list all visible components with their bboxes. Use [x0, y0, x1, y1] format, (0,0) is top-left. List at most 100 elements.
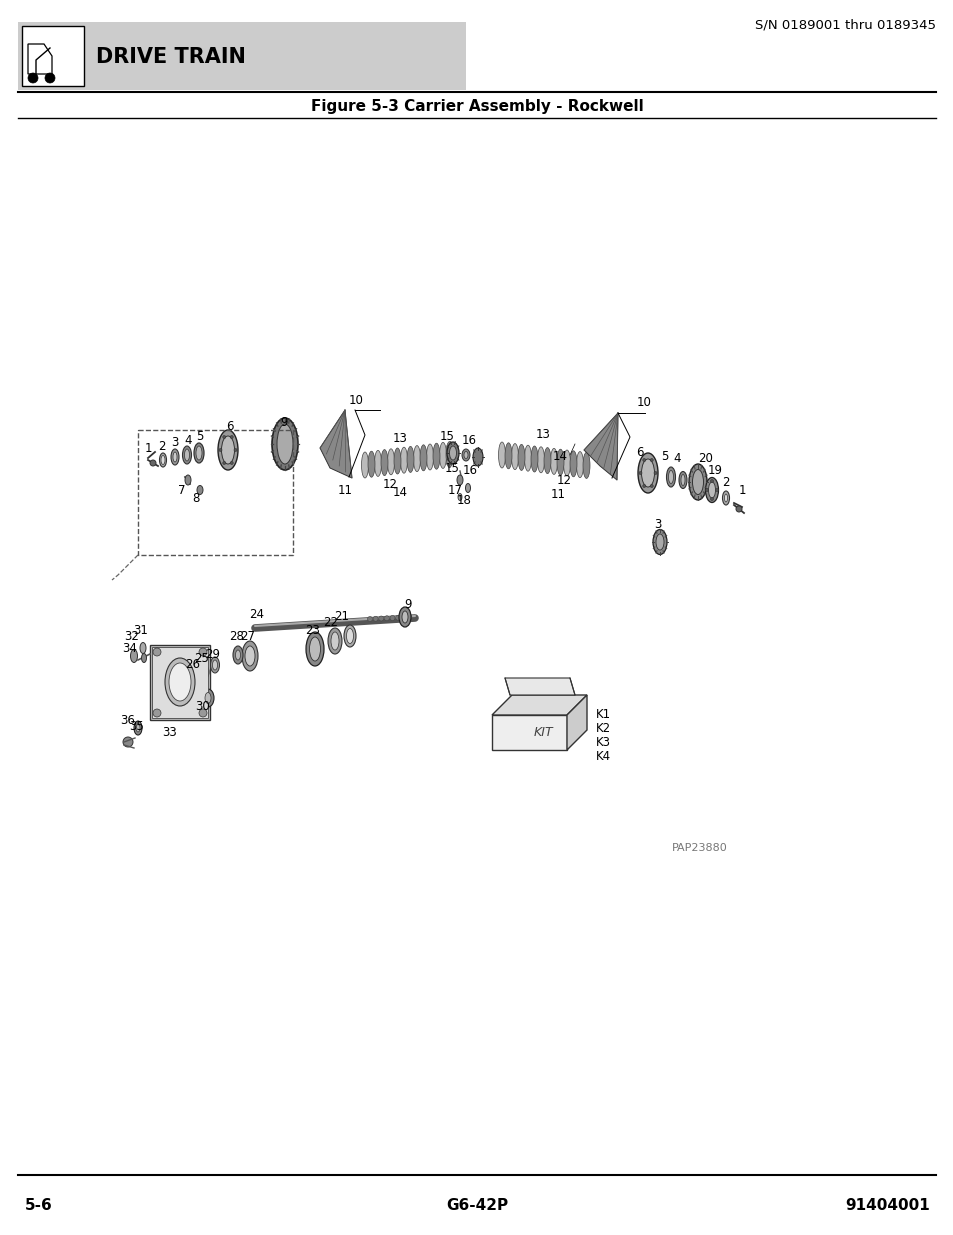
Ellipse shape — [185, 475, 191, 485]
Ellipse shape — [465, 483, 470, 493]
Text: G6-42P: G6-42P — [445, 1198, 508, 1213]
Ellipse shape — [447, 442, 458, 464]
Ellipse shape — [328, 629, 341, 655]
Ellipse shape — [193, 443, 204, 463]
Ellipse shape — [344, 625, 355, 647]
Circle shape — [401, 615, 406, 620]
Text: 91404001: 91404001 — [844, 1198, 929, 1213]
Ellipse shape — [688, 464, 706, 500]
Polygon shape — [492, 715, 566, 750]
Ellipse shape — [398, 606, 411, 627]
Text: 5-6: 5-6 — [25, 1198, 52, 1213]
Circle shape — [45, 73, 55, 83]
Text: 21: 21 — [335, 610, 349, 622]
Ellipse shape — [656, 534, 663, 550]
Text: K2: K2 — [596, 722, 611, 736]
Ellipse shape — [407, 446, 414, 473]
Circle shape — [367, 616, 372, 621]
Circle shape — [152, 709, 161, 718]
Ellipse shape — [213, 659, 217, 671]
Ellipse shape — [245, 646, 254, 666]
Text: 6: 6 — [226, 420, 233, 432]
Ellipse shape — [537, 447, 544, 473]
Ellipse shape — [193, 671, 199, 682]
Circle shape — [222, 462, 226, 464]
Text: 11: 11 — [337, 483, 352, 496]
Polygon shape — [492, 695, 586, 715]
Ellipse shape — [557, 450, 563, 475]
Circle shape — [710, 498, 713, 500]
Circle shape — [705, 489, 708, 492]
Circle shape — [406, 615, 412, 620]
Ellipse shape — [517, 445, 524, 471]
Text: 27: 27 — [240, 631, 255, 643]
Ellipse shape — [205, 693, 211, 704]
Ellipse shape — [140, 642, 146, 653]
Text: 32: 32 — [125, 631, 139, 643]
Ellipse shape — [201, 664, 209, 679]
Text: 25: 25 — [194, 652, 210, 666]
Text: KIT: KIT — [533, 725, 552, 739]
Text: 24: 24 — [250, 608, 264, 620]
Text: 26: 26 — [185, 657, 200, 671]
Ellipse shape — [446, 442, 453, 468]
Circle shape — [735, 506, 741, 513]
Circle shape — [150, 459, 156, 466]
Bar — [138, 430, 293, 555]
Ellipse shape — [550, 448, 557, 474]
Ellipse shape — [569, 451, 577, 477]
Text: 12: 12 — [382, 478, 397, 490]
Ellipse shape — [184, 450, 190, 461]
Ellipse shape — [668, 471, 673, 483]
Text: 18: 18 — [456, 494, 471, 506]
Text: 2: 2 — [721, 475, 729, 489]
Circle shape — [642, 484, 645, 488]
Ellipse shape — [380, 450, 388, 475]
Text: 5: 5 — [196, 431, 204, 443]
Circle shape — [650, 484, 653, 488]
Text: 9: 9 — [280, 416, 288, 430]
Text: 8: 8 — [193, 493, 199, 505]
Ellipse shape — [272, 417, 297, 471]
Text: S/N 0189001 thru 0189345: S/N 0189001 thru 0189345 — [754, 19, 935, 32]
Ellipse shape — [233, 646, 243, 664]
Circle shape — [395, 615, 400, 620]
Bar — [18, 22, 465, 90]
Polygon shape — [28, 44, 52, 74]
Text: 6: 6 — [636, 446, 643, 458]
Ellipse shape — [182, 446, 192, 464]
Text: 16: 16 — [462, 463, 477, 477]
Text: 10: 10 — [348, 394, 363, 406]
Text: 36: 36 — [120, 714, 135, 726]
Ellipse shape — [705, 478, 718, 503]
Text: 34: 34 — [122, 641, 137, 655]
Ellipse shape — [235, 650, 240, 659]
Ellipse shape — [473, 448, 482, 466]
Ellipse shape — [449, 446, 456, 459]
Ellipse shape — [276, 424, 293, 464]
Ellipse shape — [666, 467, 675, 487]
Circle shape — [378, 616, 383, 621]
Text: 11: 11 — [550, 488, 565, 500]
Ellipse shape — [375, 451, 381, 477]
Circle shape — [230, 436, 233, 438]
Ellipse shape — [400, 447, 407, 473]
Ellipse shape — [387, 448, 395, 474]
Text: 5: 5 — [660, 450, 668, 462]
Circle shape — [650, 458, 653, 462]
Ellipse shape — [221, 436, 234, 464]
Ellipse shape — [346, 629, 354, 643]
Ellipse shape — [463, 452, 468, 458]
Circle shape — [639, 472, 641, 474]
Ellipse shape — [195, 446, 202, 459]
Ellipse shape — [543, 447, 551, 473]
Text: 10: 10 — [636, 395, 651, 409]
Ellipse shape — [582, 452, 589, 478]
Ellipse shape — [511, 443, 518, 469]
Text: K4: K4 — [596, 751, 611, 763]
Ellipse shape — [309, 637, 320, 661]
Text: 4: 4 — [673, 452, 680, 464]
Ellipse shape — [141, 653, 147, 662]
Ellipse shape — [169, 663, 191, 701]
Ellipse shape — [196, 485, 203, 494]
